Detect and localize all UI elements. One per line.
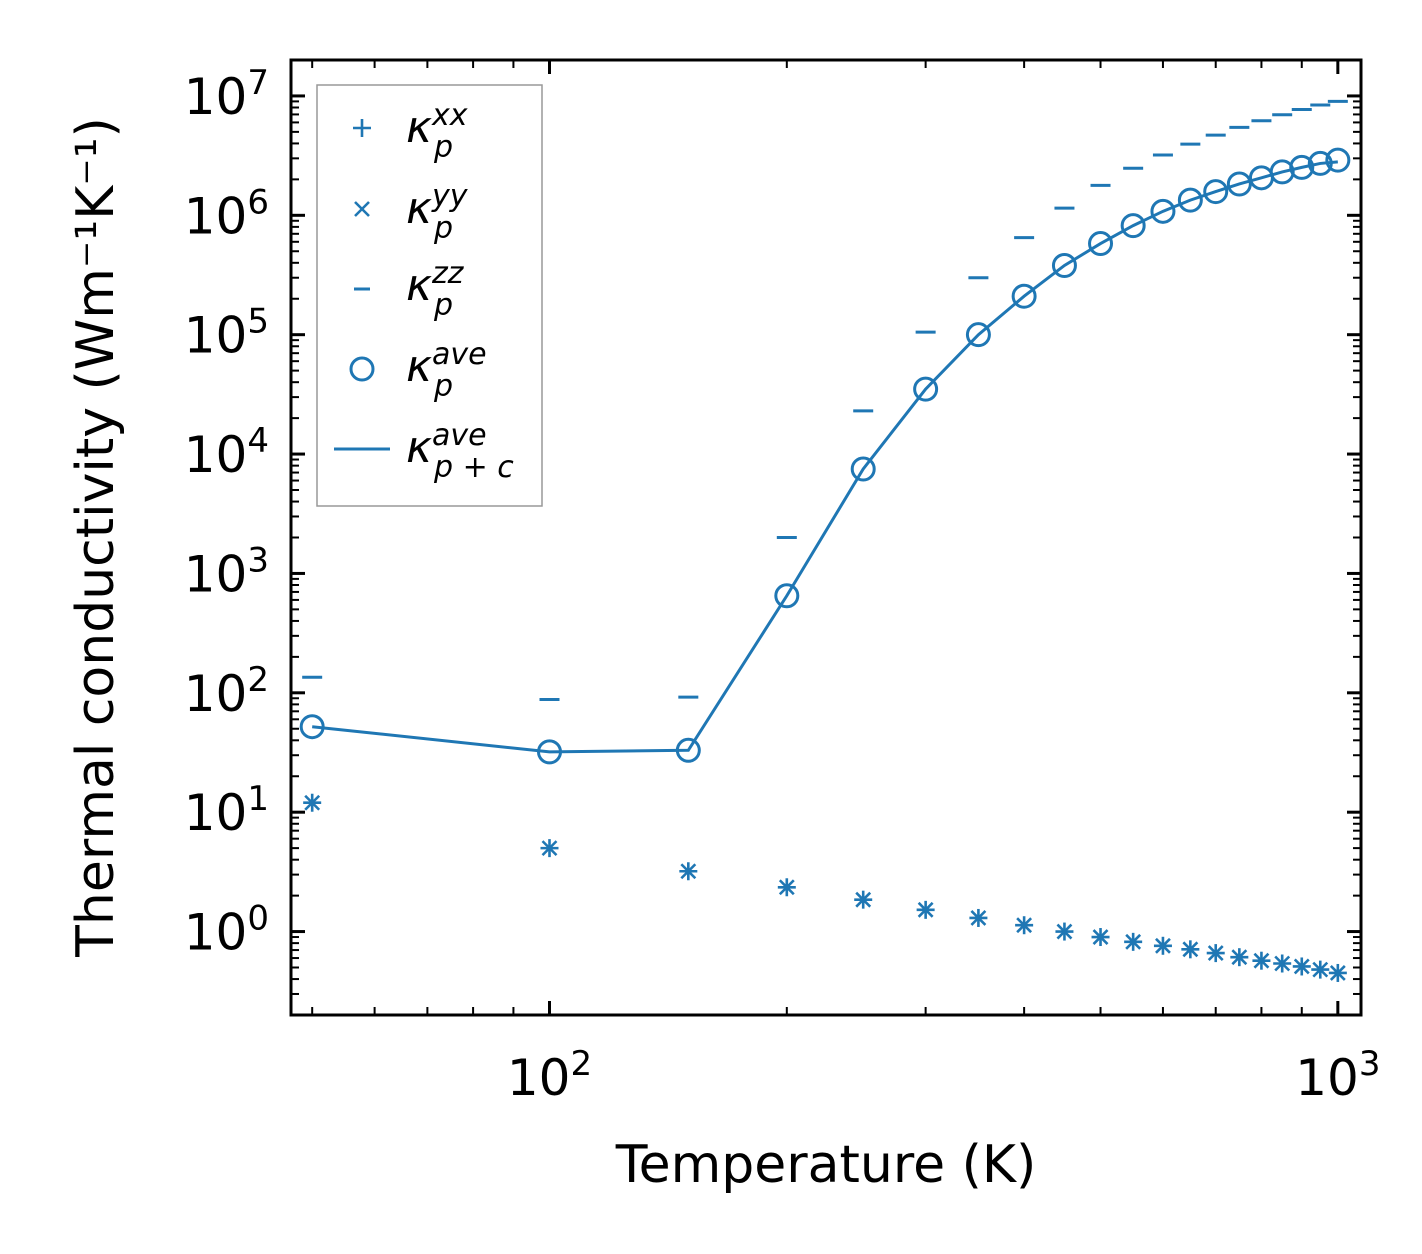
- data-point-x: [1182, 941, 1199, 958]
- legend-entry-kyy: κyy p: [406, 179, 469, 246]
- data-point-x: [970, 910, 987, 926]
- data-point-x: [1293, 958, 1310, 975]
- legend-entry-kave: κave p: [406, 337, 487, 404]
- x-tick-labels: 102 103: [507, 1044, 1381, 1107]
- series-layer: [299, 99, 1351, 982]
- x-tick-label: 103: [1295, 1044, 1380, 1107]
- data-point-circle: [1289, 154, 1315, 180]
- data-point-circle: [1120, 213, 1146, 239]
- data-point-x: [1155, 937, 1171, 954]
- data-point-x: [778, 879, 795, 896]
- legend-entry-kzz: κzz p: [406, 256, 465, 323]
- y-tick-label: 103: [184, 540, 269, 603]
- y-tick-label: 100: [184, 899, 269, 962]
- data-point-x: [541, 840, 558, 857]
- series-line-kpc-ave: [312, 160, 1338, 754]
- data-point-x: [1312, 961, 1329, 978]
- data-point-x: [680, 863, 697, 880]
- data-point-circle: [1011, 283, 1037, 309]
- y-axis-label: Thermal conductivity (Wm⁻¹K⁻¹): [66, 117, 126, 958]
- legend-markers: [334, 119, 390, 451]
- series-x: [304, 794, 1346, 981]
- legend-box: [316, 84, 543, 507]
- y-tick-label: 102: [184, 660, 269, 723]
- data-point-x: [1092, 929, 1109, 945]
- data-point-circle: [1150, 198, 1176, 224]
- data-point-circle: [913, 376, 939, 402]
- data-point-circle: [1226, 171, 1252, 197]
- legend-entry-kxx: κxx p: [406, 98, 468, 165]
- series-hline: [302, 99, 1348, 701]
- data-point-x: [1056, 923, 1073, 940]
- data-point-x: [917, 901, 934, 918]
- data-point-circle: [1325, 147, 1351, 173]
- data-point-circle: [850, 456, 876, 482]
- data-point-circle: [1177, 187, 1203, 213]
- data-point-x: [1207, 945, 1224, 962]
- legend-marker-circle: [349, 356, 375, 382]
- data-point-x: [1231, 949, 1248, 966]
- legend-entry-kpc-ave: κave p + c: [406, 418, 514, 485]
- y-tick-label: 107: [184, 63, 269, 126]
- y-tick-label: 105: [184, 302, 269, 365]
- data-point-x: [855, 891, 872, 908]
- data-point-circle: [774, 583, 800, 609]
- data-point-circle: [1203, 179, 1229, 205]
- data-point-x: [1125, 933, 1142, 950]
- major-ticks: [291, 60, 1361, 1015]
- data-point-x: [1329, 965, 1346, 981]
- data-point-x: [1016, 917, 1033, 934]
- y-tick-labels: 100 101 102 103 104 105 106 107: [184, 63, 269, 962]
- plot-area-frame: [289, 58, 1363, 1017]
- legend-marker-x: [354, 201, 370, 217]
- legend: κxx p κyy p κzz p κave p κave p + c: [316, 84, 543, 507]
- data-point-x: [1253, 952, 1270, 969]
- y-tick-label: 106: [184, 182, 269, 245]
- y-tick-label: 104: [184, 421, 269, 484]
- legend-marker-plus: [353, 119, 371, 137]
- series-line: [312, 160, 1338, 754]
- data-point-x: [1274, 955, 1291, 972]
- data-point-circle: [1088, 231, 1114, 257]
- x-tick-label: 102: [507, 1044, 592, 1107]
- x-axis-label: Temperature (K): [615, 1135, 1037, 1195]
- data-point-x: [304, 794, 321, 811]
- data-point-circle: [965, 322, 991, 348]
- series-plus: [303, 793, 1347, 982]
- data-point-circle: [1051, 252, 1077, 278]
- y-tick-label: 101: [184, 779, 269, 842]
